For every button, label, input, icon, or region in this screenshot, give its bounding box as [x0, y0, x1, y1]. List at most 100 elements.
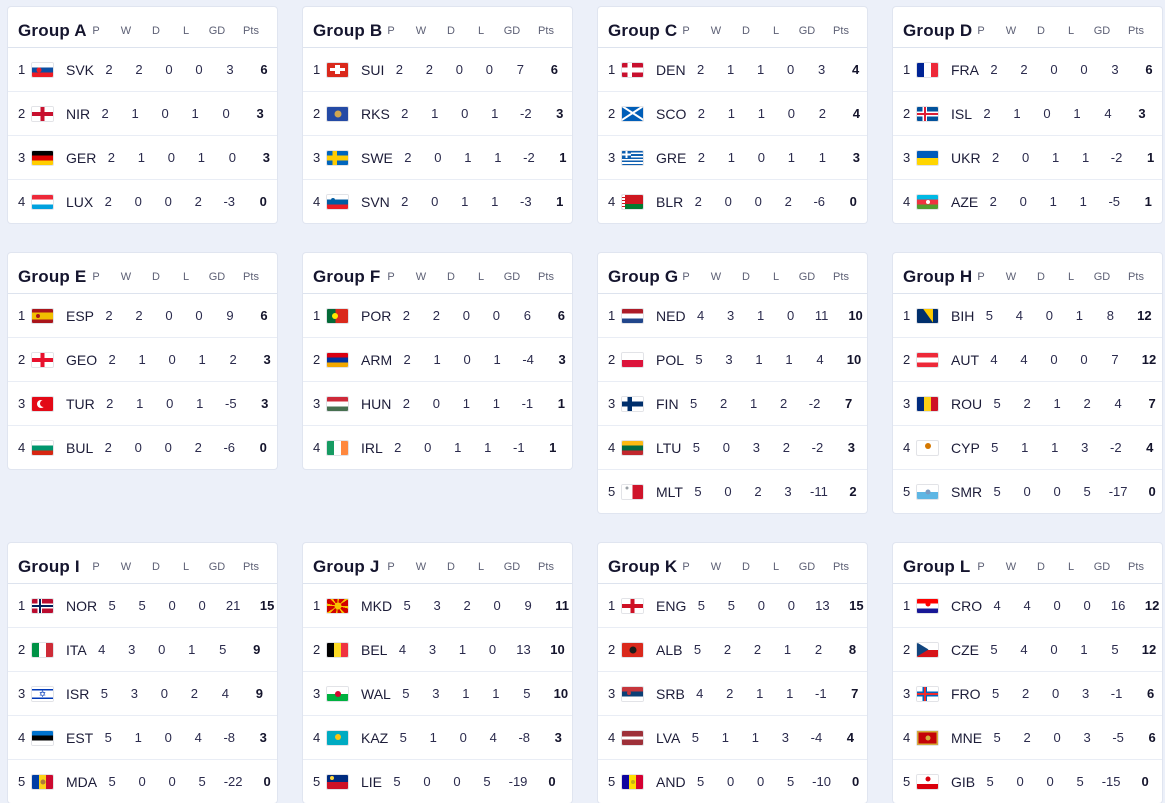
team-row-srb[interactable]: 3 SRB 4 2 1 1 -1 7: [598, 671, 867, 715]
team-rank: 3: [313, 686, 321, 701]
team-row-tur[interactable]: 3 TUR 2 1 0 1 -5 3: [8, 381, 277, 425]
team-row-svk[interactable]: 1 SVK 2 2 0 0 3 6: [8, 48, 277, 91]
stat-w: 0: [724, 484, 732, 499]
team-row-cyp[interactable]: 4 CYP 5 1 1 3 -2 4: [893, 425, 1162, 469]
team-rank: 2: [18, 642, 26, 657]
column-header-w: W: [710, 271, 722, 284]
stat-p: 2: [104, 194, 112, 209]
team-code: ISR: [66, 685, 90, 702]
team-row-ned[interactable]: 1 NED 4 3 1 0 11 10: [598, 294, 867, 337]
team-row-ukr[interactable]: 3 UKR 2 0 1 1 -2 1: [893, 135, 1162, 179]
team-row-geo[interactable]: 2 GEO 2 1 0 1 2 3: [8, 337, 277, 381]
team-row-and[interactable]: 5 AND 5 0 0 5 -10 0: [598, 759, 867, 803]
team-row-wal[interactable]: 3 WAL 5 3 1 1 5 10: [303, 671, 572, 715]
team-row-eng[interactable]: 1 ENG 5 5 0 0 13 15: [598, 584, 867, 627]
team-row-gre[interactable]: 3 GRE 2 1 0 1 1 3: [598, 135, 867, 179]
flag-cell: [327, 62, 357, 77]
stat-gd: 11: [814, 308, 829, 323]
team-row-isl[interactable]: 2 ISL 2 1 0 1 4 3: [893, 91, 1162, 135]
team-row-blr[interactable]: 4 BLR 2 0 0 2 -6 0: [598, 179, 867, 223]
team-rows: 1 MKD 5 3 2 0 9 11 2 BEL 4 3 1 0 13 10 3 WAL 5 3 1 1 5 10 4 KAZ 5 1…: [303, 584, 572, 803]
team-row-fin[interactable]: 3 FIN 5 2 1 2 -2 7: [598, 381, 867, 425]
team-rows: 1 SVK 2 2 0 0 3 6 2 NIR 2 1 0 1 0 3 3 GER 2 1 0 1 0 3 4 LUX 2 0 0 2 -3…: [8, 48, 277, 223]
stat-w: 0: [1019, 194, 1027, 209]
team-row-isr[interactable]: 3 ✡ ISR 5 3 0 2 4 9: [8, 671, 277, 715]
team-row-sui[interactable]: 1 SUI 2 2 0 0 7 6: [303, 48, 572, 91]
group-title: Group F: [313, 267, 381, 287]
group-card-h: Group H P W D L GD Pts 1 BIH 5 4 0 1 8 12 2 AUT 4 4 0 0 7 12…: [893, 253, 1162, 513]
team-rank: 1: [903, 308, 911, 323]
team-row-cze[interactable]: 2 CZE 5 4 0 1 5 12: [893, 627, 1162, 671]
team-row-smr[interactable]: 5 SMR 5 0 0 5 -17 0: [893, 469, 1162, 513]
team-row-arm[interactable]: 2 ARM 2 1 0 1 -4 3: [303, 337, 572, 381]
team-row-ltu[interactable]: 4 LTU 5 0 3 2 -2 3: [598, 425, 867, 469]
team-row-irl[interactable]: 4 IRL 2 0 1 1 -1 1: [303, 425, 572, 469]
group-card-l: Group L P W D L GD Pts 1 CRO 4 4 0 0 16 12 2 CZE 5 4 0 1 5 1…: [893, 543, 1162, 803]
team-row-por[interactable]: 1 POR 2 2 0 0 6 6: [303, 294, 572, 337]
team-rank: 2: [608, 106, 616, 121]
stat-l: 4: [194, 730, 202, 745]
team-row-svn[interactable]: 4 SVN 2 0 1 1 -3 1: [303, 179, 572, 223]
column-header-d: D: [1037, 561, 1045, 574]
team-code: GER: [66, 149, 97, 166]
stat-w: 2: [135, 308, 143, 323]
flag-cell: [917, 484, 947, 499]
team-row-mda[interactable]: 5 MDA 5 0 0 5 -22 0: [8, 759, 277, 803]
team-row-aze[interactable]: 4 AZE 2 0 1 1 -5 1: [893, 179, 1162, 223]
team-row-mne[interactable]: 4 MNE 5 2 0 3 -5 6: [893, 715, 1162, 759]
stat-gd: -2: [808, 396, 821, 411]
team-row-est[interactable]: 4 EST 5 1 0 4 -8 3: [8, 715, 277, 759]
stat-w: 0: [722, 440, 731, 455]
team-row-bul[interactable]: 4 BUL 2 0 0 2 -6 0: [8, 425, 277, 469]
flag-cell: [327, 194, 357, 209]
stat-w: 3: [433, 598, 441, 613]
team-row-lva[interactable]: 4 LVA 5 1 1 3 -4 4: [598, 715, 867, 759]
team-row-kaz[interactable]: 4 KAZ 5 1 0 4 -8 3: [303, 715, 572, 759]
stat-l: 1: [787, 150, 795, 165]
team-row-hun[interactable]: 3 HUN 2 0 1 1 -1 1: [303, 381, 572, 425]
team-row-alb[interactable]: 2 ALB 5 2 2 1 2 8: [598, 627, 867, 671]
team-row-bih[interactable]: 1 BIH 5 4 0 1 8 12: [893, 294, 1162, 337]
stat-p: 2: [402, 396, 410, 411]
flag-cell: [327, 730, 357, 745]
team-row-rks[interactable]: 2 RKS 2 1 0 1 -2 3: [303, 91, 572, 135]
team-row-gib[interactable]: 5 GIB 5 0 0 5 -15 0: [893, 759, 1162, 803]
team-row-nor[interactable]: 1 NOR 5 5 0 0 21 15: [8, 584, 277, 627]
stat-pts: 15: [849, 598, 864, 613]
team-row-bel[interactable]: 2 BEL 4 3 1 0 13 10: [303, 627, 572, 671]
team-row-ita[interactable]: 2 ITA 4 3 0 1 5 9: [8, 627, 277, 671]
team-row-mkd[interactable]: 1 MKD 5 3 2 0 9 11: [303, 584, 572, 627]
mlt-flag-icon: [622, 484, 643, 499]
team-row-pol[interactable]: 2 POL 5 3 1 1 4 10: [598, 337, 867, 381]
team-row-fro[interactable]: 3 FRO 5 2 0 3 -1 6: [893, 671, 1162, 715]
team-row-den[interactable]: 1 DEN 2 1 1 0 3 4: [598, 48, 867, 91]
team-code: KAZ: [361, 729, 389, 746]
team-row-nir[interactable]: 2 NIR 2 1 0 1 0 3: [8, 91, 277, 135]
team-row-swe[interactable]: 3 SWE 2 0 1 1 -2 1: [303, 135, 572, 179]
stat-gd: -6: [813, 194, 826, 209]
team-rank: 4: [608, 194, 616, 209]
stat-l: 1: [785, 352, 793, 367]
team-row-rou[interactable]: 3 ROU 5 2 1 2 4 7: [893, 381, 1162, 425]
stat-l: 1: [1075, 308, 1083, 323]
stat-w: 1: [1021, 440, 1029, 455]
column-header-l: L: [182, 271, 190, 284]
stat-w: 0: [1021, 150, 1030, 165]
team-code: ITA: [66, 641, 87, 658]
stat-p: 4: [398, 642, 407, 657]
stat-d: 0: [164, 440, 172, 455]
stat-l: 1: [1080, 642, 1088, 657]
team-row-lie[interactable]: 5 LIE 5 0 0 5 -19 0: [303, 759, 572, 803]
team-row-fra[interactable]: 1 FRA 2 2 0 0 3 6: [893, 48, 1162, 91]
team-row-ger[interactable]: 3 GER 2 1 0 1 0 3: [8, 135, 277, 179]
column-header-pts: Pts: [243, 561, 259, 574]
team-row-esp[interactable]: 1 ESP 2 2 0 0 9 6: [8, 294, 277, 337]
team-row-cro[interactable]: 1 CRO 4 4 0 0 16 12: [893, 584, 1162, 627]
team-row-aut[interactable]: 2 AUT 4 4 0 0 7 12: [893, 337, 1162, 381]
team-row-sco[interactable]: 2 SCO 2 1 1 0 2 4: [598, 91, 867, 135]
stat-w: 3: [726, 308, 735, 323]
stat-p: 2: [104, 440, 112, 455]
team-row-lux[interactable]: 4 LUX 2 0 0 2 -3 0: [8, 179, 277, 223]
team-row-mlt[interactable]: 5 MLT 5 0 2 3 -11 2: [598, 469, 867, 513]
team-code: NOR: [66, 597, 98, 614]
